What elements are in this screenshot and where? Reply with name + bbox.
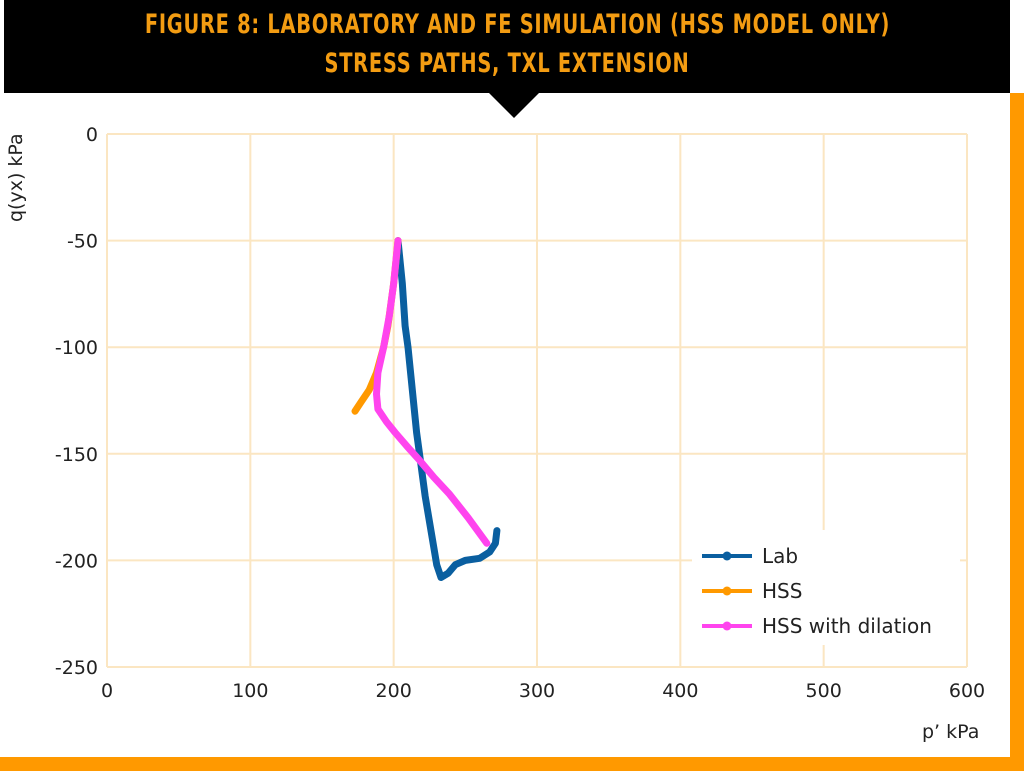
y-tick-label: -150 [55, 444, 98, 466]
x-tick-label: 100 [232, 680, 268, 702]
x-tick-label: 600 [949, 680, 985, 702]
legend-label: HSS [762, 579, 802, 603]
y-tick-label: 0 [86, 124, 98, 146]
legend: Lab HSS HSS with dilation [692, 530, 960, 645]
frame-right-border [1010, 93, 1024, 771]
y-tick-label: -250 [55, 657, 98, 679]
y-tick-label: -100 [55, 337, 98, 359]
legend-label: Lab [762, 544, 798, 568]
y-tick-label: -200 [55, 550, 98, 572]
header-pointer [488, 92, 540, 118]
legend-marker [722, 621, 732, 631]
x-tick-label: 300 [519, 680, 555, 702]
x-tick-label: 0 [101, 680, 113, 702]
series-line-hss-with-dilation [373, 237, 491, 547]
frame-bottom-border [0, 757, 1024, 771]
y-tick-label: -50 [67, 231, 98, 253]
y-axis-label: q(yx) kPa [5, 133, 27, 222]
legend-label: HSS with dilation [762, 614, 932, 638]
figure-header: FIGURE 8: LABORATORY AND FE SIMULATION (… [4, 0, 1010, 93]
x-axis-label: p’ kPa [922, 721, 979, 743]
figure-title-line1: FIGURE 8: LABORATORY AND FE SIMULATION (… [144, 9, 891, 40]
series-line-lab [394, 237, 501, 581]
legend-marker [722, 586, 732, 596]
x-tick-label: 400 [662, 680, 698, 702]
legend-marker [722, 551, 732, 561]
figure-title-line2: STRESS PATHS, TXL EXTENSION [324, 48, 690, 79]
x-tick-label: 200 [376, 680, 412, 702]
x-tick-label: 500 [806, 680, 842, 702]
